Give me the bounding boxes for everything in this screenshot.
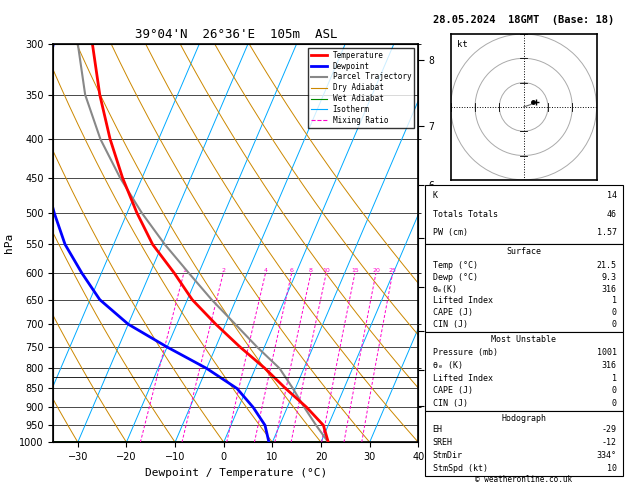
Text: 28.05.2024  18GMT  (Base: 18): 28.05.2024 18GMT (Base: 18) — [433, 15, 615, 25]
Text: 0: 0 — [612, 386, 617, 396]
Y-axis label: km
ASL: km ASL — [454, 232, 471, 254]
Text: CIN (J): CIN (J) — [433, 320, 467, 329]
Text: Lifted Index: Lifted Index — [433, 296, 493, 305]
Text: 334°: 334° — [597, 451, 617, 460]
Text: Lifted Index: Lifted Index — [433, 374, 493, 382]
Text: Pressure (mb): Pressure (mb) — [433, 348, 498, 357]
Text: 0: 0 — [612, 320, 617, 329]
Text: θₑ (K): θₑ (K) — [433, 361, 462, 370]
Text: 46: 46 — [607, 209, 617, 219]
Text: 25: 25 — [389, 268, 396, 273]
Text: © weatheronline.co.uk: © weatheronline.co.uk — [475, 474, 572, 484]
Text: SREH: SREH — [433, 438, 452, 447]
Text: 6: 6 — [290, 268, 294, 273]
Text: kt: kt — [457, 40, 467, 49]
Text: Most Unstable: Most Unstable — [491, 335, 556, 344]
Text: 1.57: 1.57 — [597, 228, 617, 237]
Text: EH: EH — [433, 425, 442, 434]
Text: 9.3: 9.3 — [602, 273, 617, 282]
Text: -12: -12 — [602, 438, 617, 447]
Text: Surface: Surface — [506, 246, 541, 256]
Legend: Temperature, Dewpoint, Parcel Trajectory, Dry Adiabat, Wet Adiabat, Isotherm, Mi: Temperature, Dewpoint, Parcel Trajectory… — [308, 48, 415, 128]
Text: Hodograph: Hodograph — [501, 415, 546, 423]
Bar — [425, 332, 623, 412]
Text: CAPE (J): CAPE (J) — [433, 308, 472, 317]
Text: K: K — [433, 191, 438, 200]
Text: StmDir: StmDir — [433, 451, 462, 460]
Text: 1: 1 — [612, 374, 617, 382]
Text: Temp (°C): Temp (°C) — [433, 261, 477, 270]
Text: 20: 20 — [372, 268, 380, 273]
Text: CIN (J): CIN (J) — [433, 399, 467, 408]
Text: 21.5: 21.5 — [597, 261, 617, 270]
Text: 316: 316 — [602, 285, 617, 294]
Text: 0: 0 — [612, 308, 617, 317]
Text: LCL: LCL — [424, 372, 439, 381]
Text: 2: 2 — [221, 268, 225, 273]
Text: 4: 4 — [264, 268, 267, 273]
Text: 10: 10 — [607, 464, 617, 473]
Text: 1001: 1001 — [597, 348, 617, 357]
Text: -29: -29 — [602, 425, 617, 434]
Text: 10: 10 — [322, 268, 330, 273]
Text: Dewp (°C): Dewp (°C) — [433, 273, 477, 282]
Text: 15: 15 — [351, 268, 359, 273]
Text: θₑ(K): θₑ(K) — [433, 285, 457, 294]
Bar — [425, 185, 623, 243]
Text: 316: 316 — [602, 361, 617, 370]
X-axis label: Dewpoint / Temperature (°C): Dewpoint / Temperature (°C) — [145, 468, 327, 478]
Title: 39°04'N  26°36'E  105m  ASL: 39°04'N 26°36'E 105m ASL — [135, 28, 337, 41]
Text: 14: 14 — [607, 191, 617, 200]
Text: 8: 8 — [309, 268, 313, 273]
Text: Totals Totals: Totals Totals — [433, 209, 498, 219]
Text: 1: 1 — [182, 268, 186, 273]
Text: CAPE (J): CAPE (J) — [433, 386, 472, 396]
Bar — [425, 243, 623, 332]
Y-axis label: hPa: hPa — [4, 233, 14, 253]
Text: 0: 0 — [612, 399, 617, 408]
Text: PW (cm): PW (cm) — [433, 228, 467, 237]
Text: 1: 1 — [612, 296, 617, 305]
Text: StmSpd (kt): StmSpd (kt) — [433, 464, 487, 473]
Bar — [425, 412, 623, 476]
